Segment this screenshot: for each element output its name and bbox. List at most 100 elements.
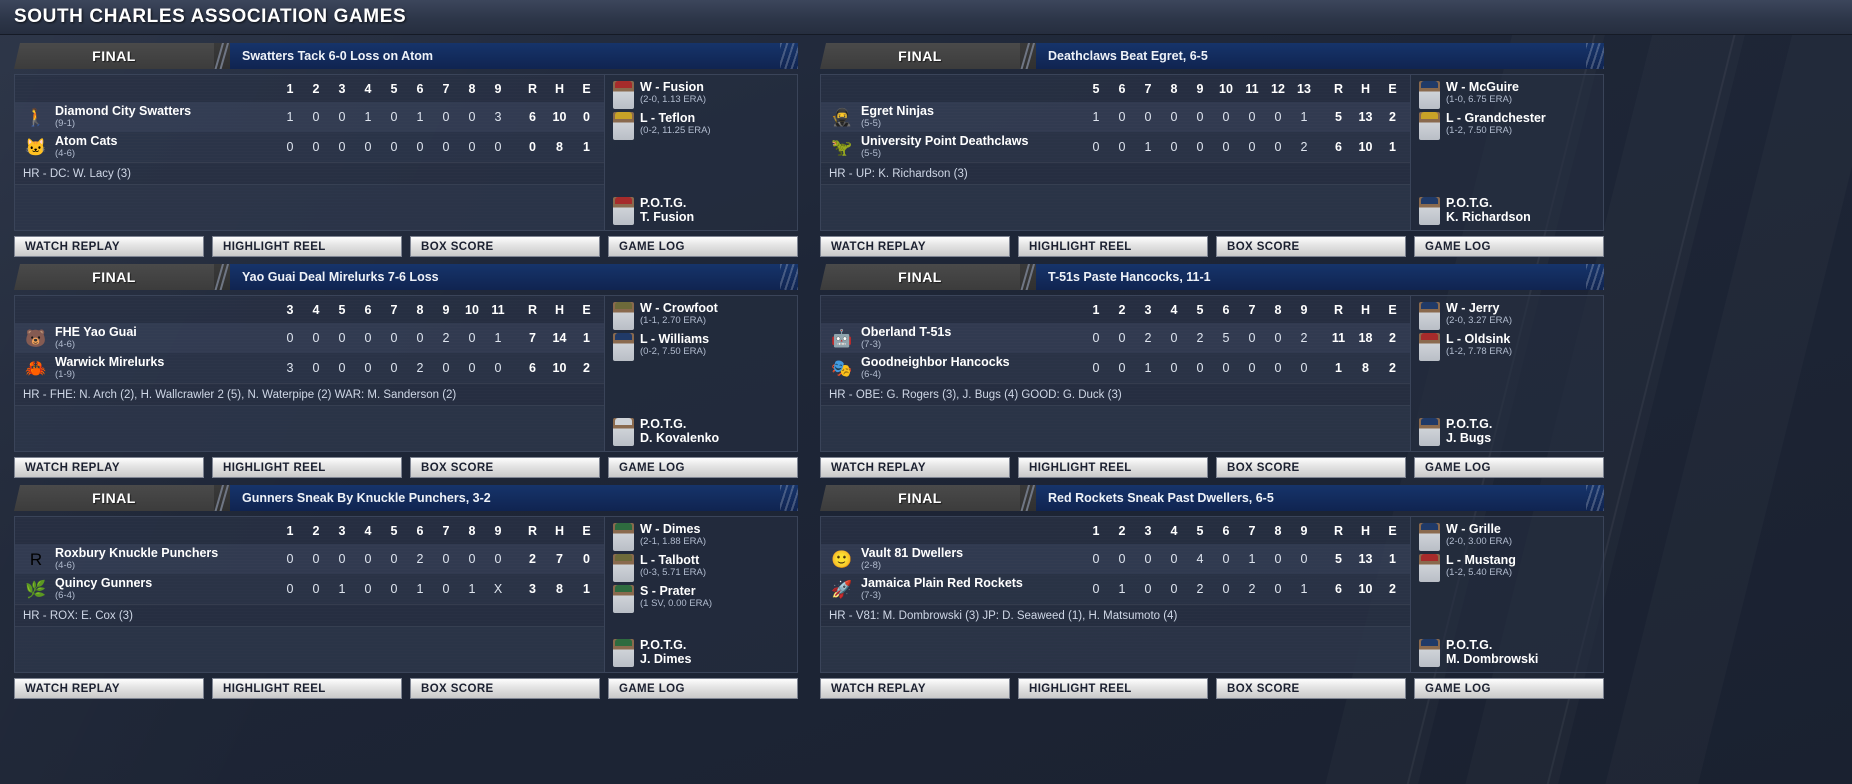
pitcher-entry[interactable]: L - Oldsink (1-2, 7.78 ERA) [1419,332,1603,361]
watch-replay-button[interactable]: WATCH REPLAY [820,457,1010,478]
team-cell[interactable]: 🦀 Warwick Mirelurks (1-9) [15,355,263,381]
highlight-reel-button[interactable]: HIGHLIGHT REEL [1018,236,1208,257]
inning-scores: 0 0 1 0 0 0 0 0 2 6 10 1 [1069,140,1410,154]
team-cell[interactable]: 🎭 Goodneighbor Hancocks (6-4) [821,355,1069,381]
potg-name: T. Fusion [640,210,695,224]
home-run-summary[interactable]: HR - FHE: N. Arch (2), H. Wallcrawler 2 … [15,383,604,405]
game-log-button[interactable]: GAME LOG [608,678,798,699]
pitcher-entry[interactable]: W - Dimes (2-1, 1.88 ERA) [613,522,797,551]
pitcher-entry[interactable]: W - Fusion (2-0, 1.13 ERA) [613,80,797,109]
team-score-row[interactable]: 🦀 Warwick Mirelurks (1-9) 3 0 0 0 0 2 0 0 0 6 10 2 [15,353,604,383]
pitcher-stat: (1-1, 2.70 ERA) [640,314,706,326]
game-actions: WATCH REPLAY HIGHLIGHT REEL BOX SCORE GAME … [14,457,798,478]
inning-header-cell: 8 [1274,302,1282,317]
ghoul-icon: 🎭 [831,358,853,378]
team-score-row[interactable]: 🐱 Atom Cats (4-6) 0 0 0 0 0 0 0 0 0 0 8 1 [15,132,604,162]
box-score-button[interactable]: BOX SCORE [1216,236,1406,257]
home-run-summary[interactable]: HR - ROX: E. Cox (3) [15,604,604,626]
team-score-row[interactable]: 🥷 Egret Ninjas (5-5) 1 0 0 0 0 0 0 0 1 5 13 2 [821,102,1410,132]
team-cell[interactable]: 🐻 FHE Yao Guai (4-6) [15,325,263,351]
team-cell[interactable]: 🌿 Quincy Gunners (6-4) [15,576,263,602]
pitcher-entry[interactable]: W - McGuire (1-0, 6.75 ERA) [1419,80,1603,109]
inning-header-cell: 4 [1170,302,1178,317]
box-score-button[interactable]: BOX SCORE [1216,457,1406,478]
highlight-reel-button[interactable]: HIGHLIGHT REEL [212,678,402,699]
box-score-button[interactable]: BOX SCORE [1216,678,1406,699]
inning-header-cell: 7 [1248,523,1256,538]
pitcher-entry[interactable]: L - Talbott (0-3, 5.71 ERA) [613,553,797,582]
player-of-the-game[interactable]: P.O.T.G. T. Fusion [613,196,797,225]
highlight-reel-button[interactable]: HIGHLIGHT REEL [1018,457,1208,478]
home-run-summary[interactable]: HR - OBE: G. Rogers (3), J. Bugs (4) GOO… [821,383,1410,405]
team-score-row[interactable]: 🎭 Goodneighbor Hancocks (6-4) 0 0 1 0 0 0 0 0 0 1 8 2 [821,353,1410,383]
watch-replay-button[interactable]: WATCH REPLAY [14,236,204,257]
game-log-button[interactable]: GAME LOG [1414,678,1604,699]
inning-header-cell: 9 [1300,523,1308,538]
team-score-row[interactable]: R Roxbury Knuckle Punchers (4-6) 0 0 0 0 0 2 0 0 0 2… [15,544,604,574]
game-log-button[interactable]: GAME LOG [1414,236,1604,257]
pitcher-entry[interactable]: W - Jerry (2-0, 3.27 ERA) [1419,301,1603,330]
team-cell[interactable]: 🐱 Atom Cats (4-6) [15,134,263,160]
inning-score-cell: 0 [468,331,476,345]
team-score-row[interactable]: 🚶 Diamond City Swatters (9-1) 1 0 0 1 0 1 0 0 3 6 10 0 [15,102,604,132]
game-log-button[interactable]: GAME LOG [608,457,798,478]
player-of-the-game[interactable]: P.O.T.G. K. Richardson [1419,196,1603,225]
box-score-button[interactable]: BOX SCORE [410,457,600,478]
home-run-summary[interactable]: HR - DC: W. Lacy (3) [15,162,604,184]
team-score-row[interactable]: 🦖 University Point Deathclaws (5-5) 0 0 1 0 0 0 0… [821,132,1410,162]
team-cell[interactable]: 🚀 Jamaica Plain Red Rockets (7-3) [821,576,1069,602]
team-cell[interactable]: 🙂 Vault 81 Dwellers (2-8) [821,546,1069,572]
pitcher-entry[interactable]: W - Grille (2-0, 3.00 ERA) [1419,522,1603,551]
team-score-row[interactable]: 🤖 Oberland T-51s (7-3) 0 0 2 0 2 5 0 0 2 11 18 2 [821,323,1410,353]
inning-header-cell: 2 [312,523,320,538]
team-cell[interactable]: 🚶 Diamond City Swatters (9-1) [15,104,263,130]
game-card: FINAL Red Rockets Sneak Past Dwellers, 6-… [820,485,1604,699]
player-of-the-game[interactable]: P.O.T.G. M. Dombrowski [1419,638,1603,667]
inning-header-cell: 5 [1092,81,1100,96]
highlight-reel-button[interactable]: HIGHLIGHT REEL [212,457,402,478]
team-score-row[interactable]: 🐻 FHE Yao Guai (4-6) 0 0 0 0 0 0 2 0 1 7 14 1 [15,323,604,353]
inning-header-cell: 11 [1245,81,1259,96]
game-log-button[interactable]: GAME LOG [608,236,798,257]
inning-score-cell: 1 [286,110,294,124]
player-of-the-game[interactable]: P.O.T.G. J. Dimes [613,638,797,667]
team-record: (5-5) [861,148,882,160]
team-cell[interactable]: 🥷 Egret Ninjas (5-5) [821,104,1069,130]
player-of-the-game[interactable]: P.O.T.G. J. Bugs [1419,417,1603,446]
pitcher-entry[interactable]: W - Crowfoot (1-1, 2.70 ERA) [613,301,797,330]
pitcher-entry[interactable]: L - Mustang (1-2, 5.40 ERA) [1419,553,1603,582]
pitcher-entry[interactable]: L - Grandchester (1-2, 7.50 ERA) [1419,111,1603,140]
team-cell[interactable]: 🦖 University Point Deathclaws (5-5) [821,134,1069,160]
watch-replay-button[interactable]: WATCH REPLAY [820,236,1010,257]
highlight-reel-button[interactable]: HIGHLIGHT REEL [1018,678,1208,699]
game-card: FINAL Gunners Sneak By Knuckle Punchers, … [14,485,798,699]
box-score-button[interactable]: BOX SCORE [410,678,600,699]
box-score-button[interactable]: BOX SCORE [410,236,600,257]
potg-name: D. Kovalenko [640,431,720,445]
team-score-row[interactable]: 🌿 Quincy Gunners (6-4) 0 0 1 0 0 1 0 1 X 3 8 1 [15,574,604,604]
inning-header-cell: 4 [364,81,372,96]
team-cell[interactable]: R Roxbury Knuckle Punchers (4-6) [15,546,263,572]
pitcher-entry[interactable]: S - Prater (1 SV, 0.00 ERA) [613,584,797,613]
spacer [1317,582,1325,596]
game-card: FINAL T-51s Paste Hancocks, 11-1 1 2 3 4 5 6 7 8 9… [820,264,1604,478]
watch-replay-button[interactable]: WATCH REPLAY [14,457,204,478]
runs-header: R [1333,302,1344,317]
player-of-the-game[interactable]: P.O.T.G. D. Kovalenko [613,417,797,446]
highlight-reel-button[interactable]: HIGHLIGHT REEL [212,236,402,257]
pitcher-decision: L - Williams [640,332,710,346]
team-cell[interactable]: 🤖 Oberland T-51s (7-3) [821,325,1069,351]
game-status-row: FINAL Yao Guai Deal Mirelurks 7-6 Loss [14,264,798,290]
home-run-summary[interactable]: HR - UP: K. Richardson (3) [821,162,1410,184]
home-run-summary[interactable]: HR - V81: M. Dombrowski (3) JP: D. Seawe… [821,604,1410,626]
inning-score-cell: 0 [1196,110,1204,124]
team-score-row[interactable]: 🙂 Vault 81 Dwellers (2-8) 0 0 0 0 4 0 1 0 0 5 13 1 [821,544,1410,574]
pitcher-entry[interactable]: L - Teflon (0-2, 11.25 ERA) [613,111,797,140]
pitcher-entry[interactable]: L - Williams (0-2, 7.50 ERA) [613,332,797,361]
inning-score-cell: 3 [286,361,294,375]
watch-replay-button[interactable]: WATCH REPLAY [820,678,1010,699]
hits-header: H [554,302,565,317]
watch-replay-button[interactable]: WATCH REPLAY [14,678,204,699]
game-log-button[interactable]: GAME LOG [1414,457,1604,478]
team-score-row[interactable]: 🚀 Jamaica Plain Red Rockets (7-3) 0 1 0 0 2 0 2 0 1… [821,574,1410,604]
